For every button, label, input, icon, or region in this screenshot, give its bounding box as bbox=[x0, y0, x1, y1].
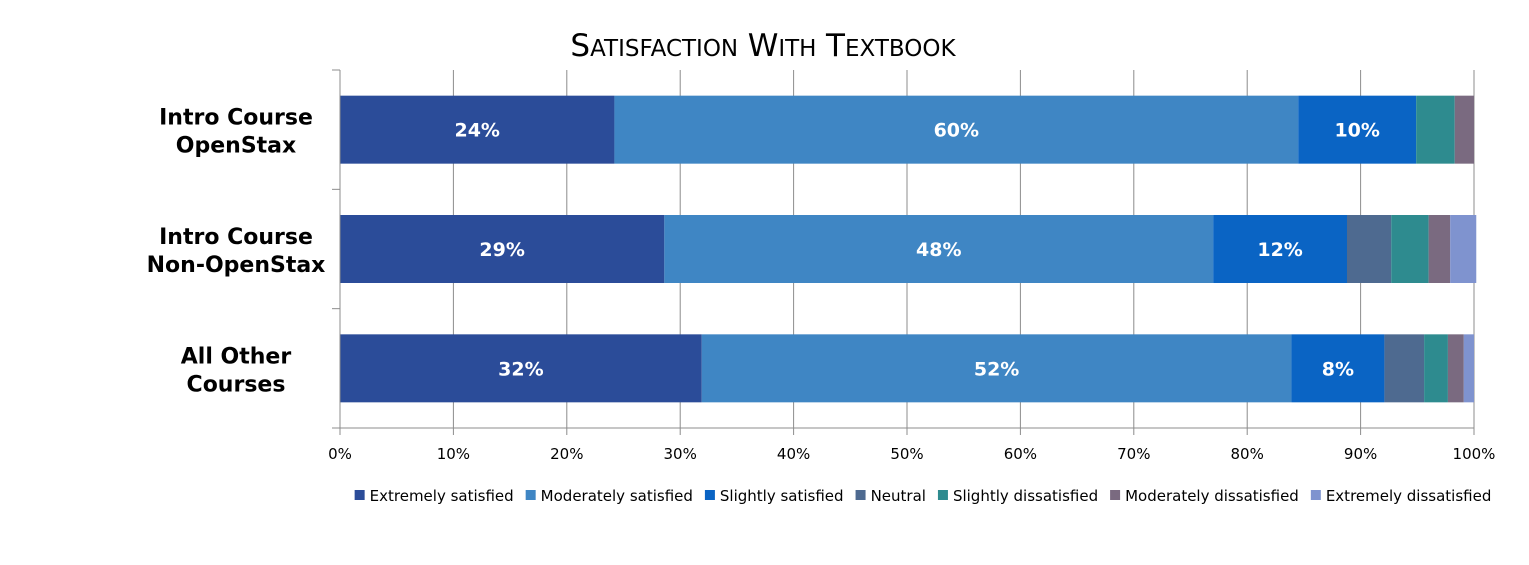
category-label: Intro Course Non-OpenStax bbox=[147, 225, 326, 278]
legend-item: Extremely satisfied bbox=[354, 487, 514, 505]
bar-segment bbox=[664, 215, 1214, 283]
data-label: 32% bbox=[498, 358, 543, 380]
x-tick-label: 10% bbox=[437, 445, 470, 463]
data-label: 10% bbox=[1334, 120, 1379, 142]
legend-label: Slightly dissatisfied bbox=[953, 487, 1098, 505]
legend-swatch bbox=[354, 490, 365, 500]
x-tick-label: 70% bbox=[1117, 445, 1150, 463]
bar-segment bbox=[1298, 95, 1417, 164]
bar-segment bbox=[1291, 334, 1385, 403]
data-label: 52% bbox=[974, 358, 1019, 380]
bar-segment bbox=[1447, 334, 1464, 403]
category-label: All Other Courses bbox=[181, 344, 292, 397]
x-tick-label: 40% bbox=[777, 445, 810, 463]
legend-swatch bbox=[1310, 490, 1321, 500]
legend-item: Extremely dissatisfied bbox=[1310, 487, 1492, 505]
x-tick-label: 30% bbox=[664, 445, 697, 463]
bar-segment bbox=[340, 334, 702, 403]
bar-segment bbox=[1213, 215, 1347, 283]
bar-segment bbox=[1391, 215, 1429, 283]
legend-label: Moderately dissatisfied bbox=[1125, 487, 1299, 505]
bar-segment bbox=[701, 334, 1292, 403]
bar-segment bbox=[1454, 95, 1474, 164]
legend-swatch bbox=[855, 490, 866, 500]
bar-segment bbox=[1450, 215, 1477, 283]
bars: 24% 60% 10% Intro Course OpenStax 29% 48% 12% In… bbox=[147, 95, 1477, 403]
data-label: 60% bbox=[934, 120, 979, 142]
bar-segment bbox=[340, 215, 665, 283]
data-label: 8% bbox=[1322, 358, 1354, 380]
chart-title: SATISFACTION WITH TEXTBOOK bbox=[570, 28, 956, 64]
legend-item: Slightly dissatisfied bbox=[937, 487, 1098, 505]
data-label: 24% bbox=[454, 120, 499, 142]
x-tick-label: 90% bbox=[1344, 445, 1377, 463]
legend-label: Extremely dissatisfied bbox=[1326, 487, 1492, 505]
x-tick-label: 50% bbox=[890, 445, 923, 463]
x-tick-label: 20% bbox=[550, 445, 583, 463]
data-label: 12% bbox=[1257, 239, 1302, 261]
legend-swatch bbox=[937, 490, 948, 500]
bar-segment bbox=[1416, 95, 1455, 164]
legend-item: Slightly satisfied bbox=[704, 487, 844, 505]
legend: Extremely satisfied Moderately satisfied S… bbox=[354, 487, 1492, 505]
bar-segment bbox=[1346, 215, 1392, 283]
bar-segment bbox=[340, 95, 615, 164]
legend-swatch bbox=[525, 490, 536, 500]
x-tick-label: 0% bbox=[328, 445, 352, 463]
legend-swatch bbox=[1110, 490, 1121, 500]
x-tick-label: 80% bbox=[1231, 445, 1264, 463]
legend-swatch bbox=[704, 490, 715, 500]
data-label: 48% bbox=[916, 239, 961, 261]
bar-segment bbox=[614, 95, 1299, 164]
legend-item: Neutral bbox=[855, 487, 926, 505]
legend-label: Neutral bbox=[871, 487, 926, 505]
axes: 0% 10% 20% 30% 40% 50% 60% 70% 80% 90% 100% bbox=[328, 69, 1496, 463]
legend-label: Slightly satisfied bbox=[720, 487, 844, 505]
bar-segment bbox=[1384, 334, 1425, 403]
legend-label: Extremely satisfied bbox=[370, 487, 514, 505]
x-tick-label: 60% bbox=[1004, 445, 1037, 463]
legend-item: Moderately dissatisfied bbox=[1110, 487, 1299, 505]
category-label: Intro Course OpenStax bbox=[159, 106, 313, 159]
legend-label: Moderately satisfied bbox=[541, 487, 693, 505]
bar-segment bbox=[1463, 334, 1474, 403]
bar-segment bbox=[1428, 215, 1451, 283]
legend-item: Moderately satisfied bbox=[525, 487, 693, 505]
x-tick-label: 100% bbox=[1453, 445, 1496, 463]
bar-segment bbox=[1424, 334, 1448, 403]
data-label: 29% bbox=[479, 239, 524, 261]
